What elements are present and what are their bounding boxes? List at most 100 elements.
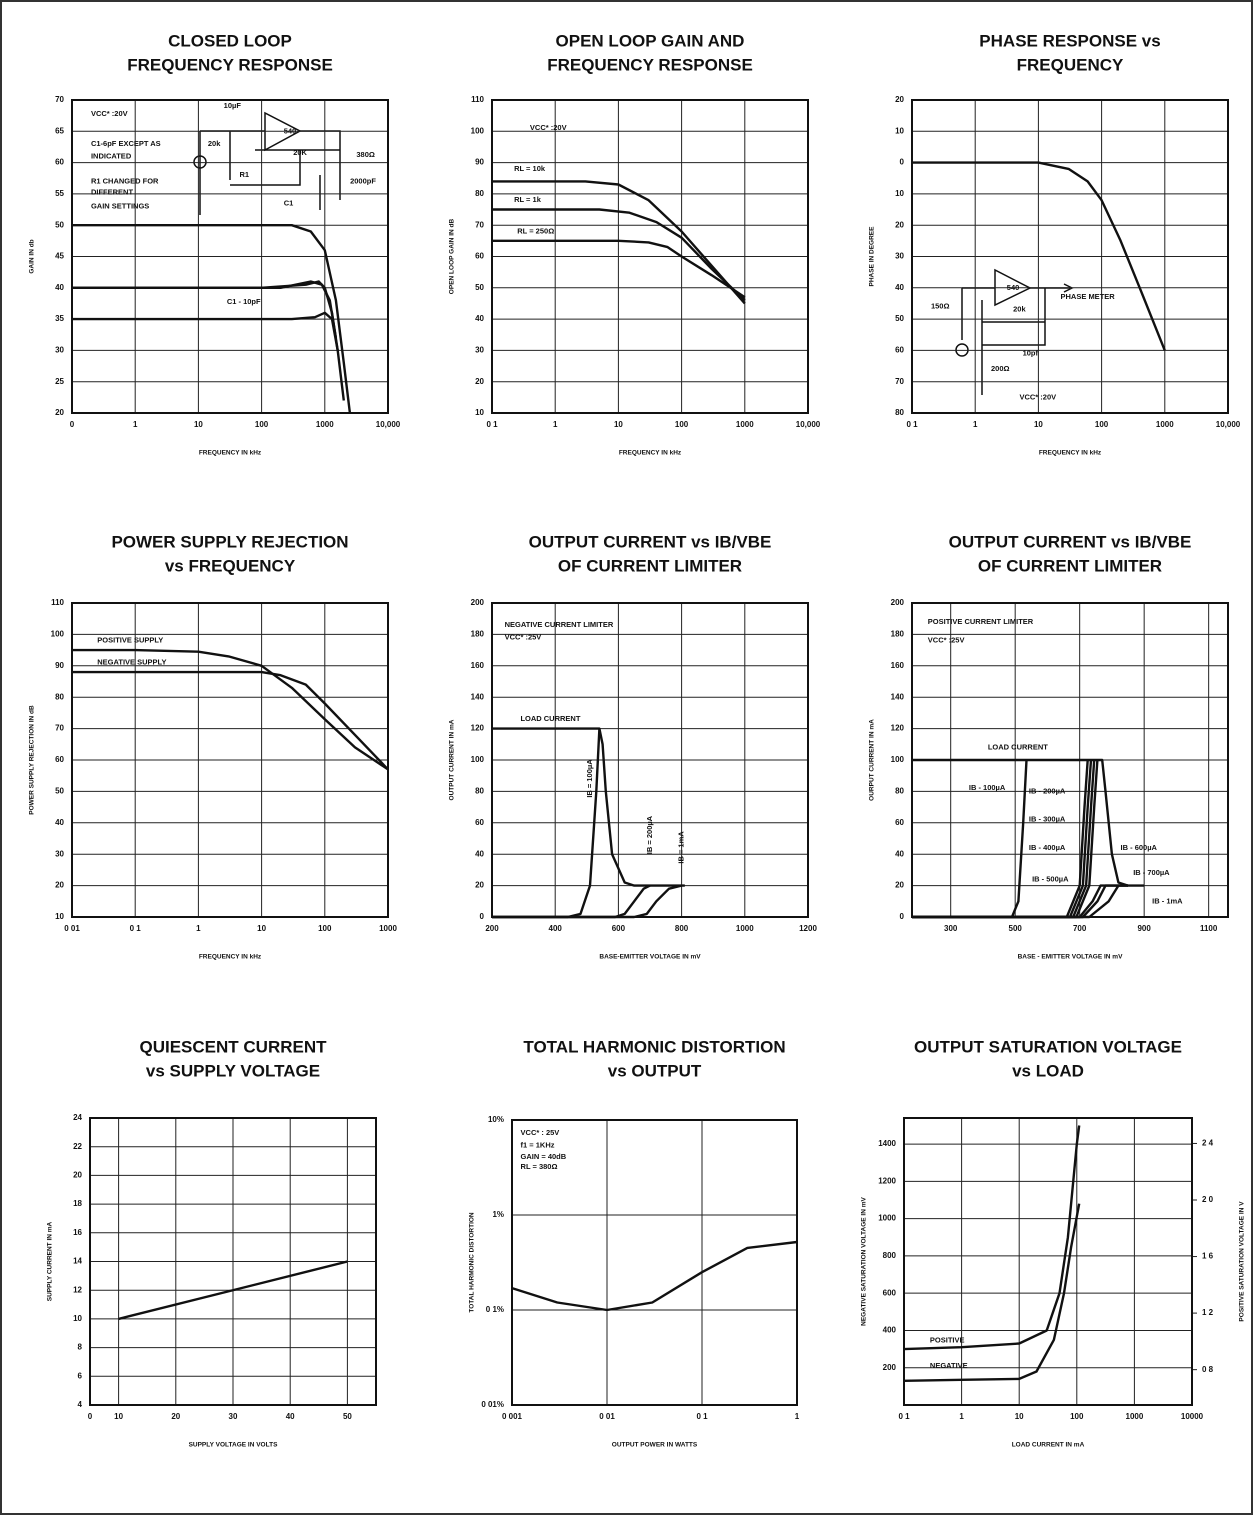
y-tick-label: 40: [475, 849, 484, 858]
chart-title: OPEN LOOP GAIN AND: [556, 31, 745, 50]
y-tick-label: 16: [73, 1228, 82, 1237]
y-tick-label: 100: [471, 126, 485, 135]
y-tick-label: 14: [73, 1257, 82, 1266]
y2-tick-label: 0 8: [1202, 1365, 1214, 1374]
curve: [72, 670, 389, 771]
x-tick-label: 1200: [799, 924, 817, 933]
y-tick-label: 0 1%: [486, 1305, 504, 1314]
x-tick-label: 400: [549, 924, 563, 933]
curve-label: NEGATIVE SUPPLY: [97, 658, 166, 667]
curve-label: IB - 600µA: [1121, 843, 1158, 852]
x-tick-label: 800: [675, 924, 689, 933]
annotation: PHASE METER: [1061, 292, 1116, 301]
curve-label: LOAD CURRENT: [520, 714, 580, 723]
curve: [492, 239, 746, 299]
x-tick-label: 0 01: [64, 924, 80, 933]
annotation: 10µF: [224, 101, 242, 110]
y-axis-label: POWER SUPPLY REJECTION IN dB: [29, 705, 36, 815]
curve: [72, 648, 389, 771]
y-tick-label: 65: [55, 126, 64, 135]
y-tick-label: 35: [55, 314, 64, 323]
chart-title: TOTAL HARMONIC DISTORTION: [523, 1037, 785, 1056]
x-axis-label: LOAD CURRENT IN mA: [1012, 1442, 1085, 1449]
y-tick-label: 25: [55, 377, 64, 386]
y-tick-label: 200: [883, 1363, 897, 1372]
chart-title: vs OUTPUT: [608, 1061, 702, 1080]
x-tick-label: 700: [1073, 924, 1087, 933]
y-tick-label: 70: [895, 377, 904, 386]
x-tick-label: 50: [343, 1412, 352, 1421]
curve: [511, 1240, 798, 1312]
chart-title: OF CURRENT LIMITER: [558, 556, 742, 575]
x-tick-label: 10: [257, 924, 266, 933]
y-tick-label: 10: [55, 912, 64, 921]
y-tick-label: 20: [895, 881, 904, 890]
y-tick-label: 90: [475, 158, 484, 167]
x-tick-label: 10: [194, 420, 203, 429]
y-tick-label: 1400: [878, 1139, 896, 1148]
y-tick-label: 1000: [878, 1214, 896, 1223]
chart-title: vs FREQUENCY: [165, 556, 296, 575]
curve-label: NEGATIVE: [930, 1361, 968, 1370]
y-tick-label: 30: [895, 252, 904, 261]
y-tick-label: 140: [471, 692, 485, 701]
x-tick-label: 20: [171, 1412, 180, 1421]
plot-frame: [71, 99, 389, 414]
y-tick-label: 80: [475, 189, 484, 198]
x-tick-label: 1000: [1126, 1412, 1144, 1421]
y-axis-label: GAIN IN db: [29, 239, 36, 273]
y-axis-label: NEGATIVE SATURATION VOLTAGE IN mV: [861, 1196, 868, 1325]
y-axis-label: OPEN LOOP GAIN IN dB: [449, 219, 456, 295]
annotation: VCC* :20V: [91, 109, 128, 118]
curve: [492, 884, 682, 919]
curve-label: RL = 10k: [514, 164, 546, 173]
y-tick-label: 70: [55, 724, 64, 733]
annotation: 380Ω: [356, 150, 375, 159]
curve-label: IB - 1mA: [1152, 896, 1183, 905]
x-tick-label: 1: [196, 924, 201, 933]
x-tick-label: 40: [286, 1412, 295, 1421]
x-tick-label: 1: [959, 1412, 964, 1421]
x-tick-label: 1000: [736, 420, 754, 429]
x-tick-label: 0 01: [599, 1412, 615, 1421]
x-tick-label: 900: [1137, 924, 1151, 933]
x-axis-label: SUPPLY VOLTAGE IN VOLTS: [189, 1442, 279, 1449]
source: [193, 155, 207, 169]
y-tick-label: 60: [55, 158, 64, 167]
chart-title: FREQUENCY RESPONSE: [547, 55, 753, 74]
curve: [492, 208, 746, 302]
y-tick-label: 80: [895, 787, 904, 796]
y-tick-label: 10: [73, 1314, 82, 1323]
y-tick-label: 8: [78, 1343, 83, 1352]
y-tick-label: 100: [891, 755, 905, 764]
y-tick-label: 120: [471, 724, 485, 733]
curve-label: POSITIVE: [930, 1335, 965, 1344]
y-tick-label: 180: [471, 630, 485, 639]
y-tick-label: 0: [900, 158, 905, 167]
chart-title: FREQUENCY RESPONSE: [127, 55, 333, 74]
y-tick-label: 160: [471, 661, 485, 670]
curve: [492, 727, 685, 887]
annotation: 20k: [1013, 305, 1026, 314]
annotation: VCC* :25V: [928, 636, 965, 645]
curve-label: IB = 1mA: [677, 831, 686, 864]
y2-tick-label: 2 4: [1202, 1139, 1214, 1148]
y-tick-label: 0: [480, 912, 485, 921]
y-tick-label: 50: [895, 314, 904, 323]
chart-title: vs LOAD: [1012, 1061, 1084, 1080]
annotation: f1 = 1KHz: [521, 1141, 555, 1150]
x-tick-label: 0 001: [502, 1412, 523, 1421]
annotation: 540: [1007, 283, 1020, 292]
y-tick-label: 20: [55, 881, 64, 890]
curve: [72, 280, 339, 351]
x-tick-label: 100: [1070, 1412, 1084, 1421]
y-axis-label: PHASE IN DEGREE: [869, 226, 876, 287]
chart-title: vs SUPPLY VOLTAGE: [146, 1061, 320, 1080]
y-tick-label: 20: [475, 377, 484, 386]
y-tick-label: 6: [78, 1371, 83, 1380]
y2-tick-label: 2 0: [1202, 1195, 1214, 1204]
y-tick-label: 80: [55, 692, 64, 701]
y-tick-label: 24: [73, 1113, 82, 1122]
annotation: GAIN SETTINGS: [91, 201, 149, 210]
